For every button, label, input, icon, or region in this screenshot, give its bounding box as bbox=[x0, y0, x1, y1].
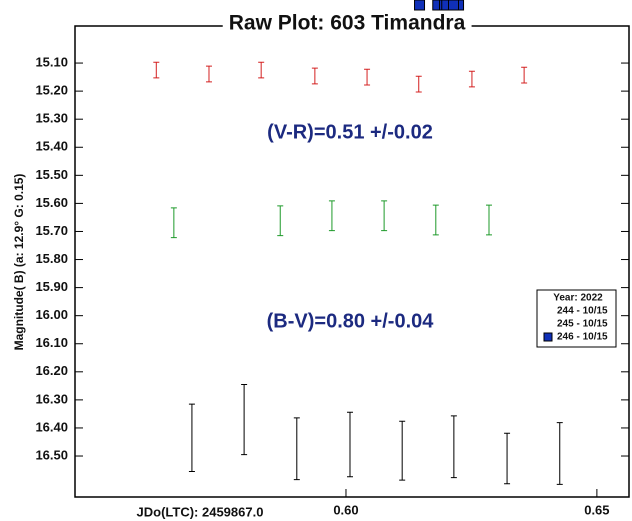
y-tick-label: 16.10 bbox=[35, 335, 68, 350]
y-tick-label: 15.40 bbox=[35, 139, 68, 154]
y-tick-label: 15.80 bbox=[35, 251, 68, 266]
annotation: (B-V)=0.80 +/-0.04 bbox=[267, 310, 435, 332]
y-tick-label: 15.30 bbox=[35, 111, 68, 126]
legend-label: 245 - 10/15 bbox=[557, 319, 608, 330]
y-tick-label: 16.20 bbox=[35, 363, 68, 378]
legend-label: 244 - 10/15 bbox=[557, 306, 608, 317]
y-tick-label: 16.00 bbox=[35, 307, 68, 322]
y-axis-label: Magnitude( B) (a: 12.9° G: 0.15) bbox=[12, 174, 26, 351]
error-bar bbox=[399, 420, 406, 481]
legend-label: 246 - 10/15 bbox=[557, 332, 608, 343]
error-bar bbox=[450, 415, 457, 479]
error-bar bbox=[153, 61, 160, 79]
y-tick-label: 16.40 bbox=[35, 419, 68, 434]
point bbox=[447, 0, 459, 11]
x-tick-label: 0.60 bbox=[333, 502, 358, 517]
plot-frame bbox=[74, 25, 630, 498]
y-tick-label: 15.20 bbox=[35, 83, 68, 98]
x-axis-label: JDo(LTC): 2459867.0 bbox=[137, 504, 264, 519]
error-bar bbox=[241, 383, 248, 456]
y-tick-label: 15.70 bbox=[35, 223, 68, 238]
y-tick-label: 15.60 bbox=[35, 195, 68, 210]
error-bar bbox=[381, 200, 388, 232]
legend-marker bbox=[543, 332, 553, 342]
error-bar bbox=[293, 417, 300, 481]
y-tick-label: 15.10 bbox=[35, 54, 68, 69]
legend-title: Year: 2022 bbox=[553, 293, 603, 304]
error-bar bbox=[205, 65, 212, 83]
error-bar bbox=[311, 67, 318, 85]
error-bar bbox=[277, 205, 284, 237]
error-bar bbox=[328, 200, 335, 232]
error-bar bbox=[521, 66, 528, 84]
x-tick-label: 0.65 bbox=[584, 502, 609, 517]
error-bar bbox=[556, 422, 563, 485]
error-bar bbox=[364, 68, 371, 86]
error-bar bbox=[346, 411, 353, 478]
chart-title: Raw Plot: 603 Timandra bbox=[229, 12, 466, 35]
error-bar bbox=[504, 432, 511, 485]
error-bar bbox=[432, 204, 439, 236]
annotation: (V-R)=0.51 +/-0.02 bbox=[267, 121, 433, 143]
y-tick-label: 15.90 bbox=[35, 279, 68, 294]
error-bar bbox=[258, 61, 265, 79]
error-bar bbox=[485, 204, 492, 236]
y-tick-label: 16.30 bbox=[35, 391, 68, 406]
error-bar bbox=[415, 75, 422, 93]
error-bar bbox=[170, 207, 177, 239]
error-bar bbox=[468, 70, 475, 88]
error-bar bbox=[188, 403, 195, 472]
y-tick-label: 15.50 bbox=[35, 167, 68, 182]
y-tick-label: 16.50 bbox=[35, 447, 68, 462]
title-background bbox=[222, 11, 472, 35]
point bbox=[414, 0, 426, 11]
